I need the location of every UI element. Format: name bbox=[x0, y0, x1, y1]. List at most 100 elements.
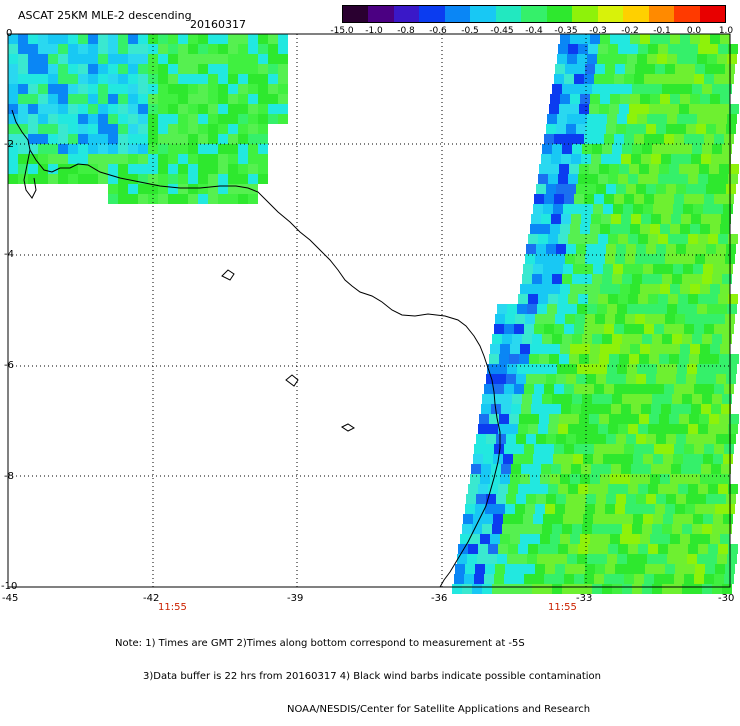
swath-pixel bbox=[604, 574, 614, 584]
swath-pixel bbox=[108, 144, 118, 154]
swath-pixel bbox=[519, 354, 529, 364]
swath-pixel bbox=[692, 84, 702, 94]
swath-pixel bbox=[618, 544, 628, 554]
swath-pixel bbox=[545, 564, 555, 574]
swath-pixel bbox=[565, 564, 575, 574]
swath-pixel bbox=[690, 94, 700, 104]
swath-pixel bbox=[502, 524, 512, 534]
swath-pixel bbox=[208, 84, 218, 94]
colorbar-swatch bbox=[521, 6, 547, 22]
swath-pixel bbox=[623, 514, 633, 524]
swath-pixel bbox=[98, 74, 108, 84]
swath-pixel bbox=[600, 344, 610, 354]
swath-pixel bbox=[584, 134, 594, 144]
swath-pixel bbox=[644, 194, 654, 204]
swath-pixel bbox=[550, 224, 560, 234]
swath-pixel bbox=[680, 284, 690, 294]
swath-pixel bbox=[78, 74, 88, 84]
swath-pixel bbox=[608, 294, 618, 304]
swath-pixel bbox=[158, 114, 168, 124]
map-date: 20160317 bbox=[190, 18, 246, 31]
swath-pixel bbox=[571, 464, 581, 474]
swath-pixel bbox=[663, 264, 673, 274]
swath-pixel bbox=[489, 354, 499, 364]
swath-pixel bbox=[645, 254, 655, 264]
swath-pixel bbox=[718, 424, 728, 434]
swath-pixel bbox=[584, 384, 594, 394]
swath-pixel bbox=[643, 264, 653, 274]
swath-pixel bbox=[713, 454, 723, 464]
swath-pixel bbox=[228, 64, 238, 74]
swath-pixel bbox=[662, 144, 672, 154]
swath-pixel bbox=[627, 364, 637, 374]
swath-pixel bbox=[715, 64, 725, 74]
swath-pixel bbox=[616, 494, 626, 504]
swath-pixel bbox=[618, 174, 628, 184]
swath-pixel bbox=[572, 584, 582, 594]
swath-pixel bbox=[588, 174, 598, 184]
swath-pixel bbox=[98, 84, 108, 94]
swath-pixel bbox=[606, 184, 616, 194]
swath-pixel bbox=[544, 384, 554, 394]
swath-pixel bbox=[664, 74, 674, 84]
swath-pixel bbox=[690, 344, 700, 354]
swath-pixel bbox=[606, 374, 616, 384]
swath-pixel bbox=[248, 114, 258, 124]
swath-pixel bbox=[218, 74, 228, 84]
swath-pixel bbox=[664, 194, 674, 204]
swath-pixel bbox=[597, 54, 607, 64]
swath-pixel bbox=[506, 434, 516, 444]
swath-pixel bbox=[621, 464, 631, 474]
swath-pixel bbox=[554, 194, 564, 204]
swath-pixel bbox=[690, 224, 700, 234]
swath-pixel bbox=[58, 44, 68, 54]
swath-pixel bbox=[615, 504, 625, 514]
swath-pixel bbox=[649, 104, 659, 114]
swath-pixel bbox=[568, 234, 578, 244]
swath-pixel bbox=[714, 574, 724, 584]
swath-pixel bbox=[513, 514, 523, 524]
swath-pixel bbox=[672, 584, 682, 594]
swath-pixel bbox=[515, 564, 525, 574]
swath-pixel bbox=[536, 434, 546, 444]
swath-pixel bbox=[705, 64, 715, 74]
swath-pixel bbox=[228, 74, 238, 84]
swath-pixel bbox=[168, 184, 178, 194]
swath-pixel bbox=[493, 514, 503, 524]
swath-pixel bbox=[552, 84, 562, 94]
swath-pixel bbox=[664, 134, 674, 144]
swath-pixel bbox=[482, 524, 492, 534]
swath-pixel bbox=[615, 314, 625, 324]
swath-pixel bbox=[576, 494, 586, 504]
swath-pixel bbox=[48, 164, 58, 174]
swath-pixel bbox=[520, 344, 530, 354]
swath-pixel bbox=[712, 274, 722, 284]
swath-pixel bbox=[593, 514, 603, 524]
swath-pixel bbox=[218, 64, 228, 74]
swath-pixel bbox=[578, 174, 588, 184]
swath-pixel bbox=[502, 394, 512, 404]
swath-pixel bbox=[68, 64, 78, 74]
swath-pixel bbox=[655, 504, 665, 514]
swath-pixel bbox=[486, 374, 496, 384]
swath-pixel bbox=[138, 84, 148, 94]
swath-pixel bbox=[647, 304, 657, 314]
swath-pixel bbox=[670, 344, 680, 354]
swath-pixel bbox=[638, 544, 648, 554]
swath-pixel bbox=[494, 574, 504, 584]
swath-pixel bbox=[551, 464, 561, 474]
swath-pixel bbox=[258, 164, 268, 174]
swath-pixel bbox=[559, 104, 569, 114]
swath-pixel bbox=[569, 354, 579, 364]
swath-pixel bbox=[158, 144, 168, 154]
swath-pixel bbox=[636, 244, 646, 254]
swath-pixel bbox=[528, 544, 538, 554]
swath-pixel bbox=[496, 374, 506, 384]
swath-pixel bbox=[516, 494, 526, 504]
swath-pixel bbox=[642, 274, 652, 284]
swath-pixel bbox=[108, 134, 118, 144]
swath-pixel bbox=[589, 164, 599, 174]
swath-pixel bbox=[593, 264, 603, 274]
swath-pixel bbox=[710, 474, 720, 484]
swath-pixel bbox=[678, 484, 688, 494]
